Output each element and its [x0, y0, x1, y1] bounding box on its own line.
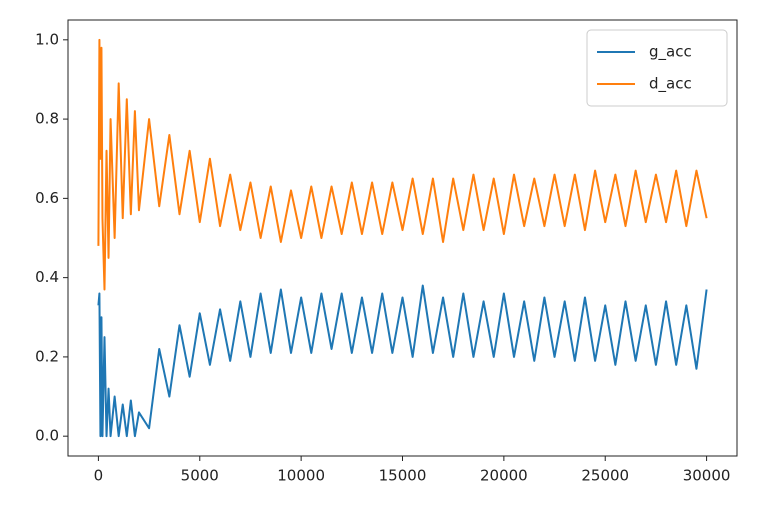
x-tick-label: 20000: [480, 467, 528, 485]
data-line: [97, 284, 708, 438]
x-tick-label: 0: [94, 467, 104, 485]
x-tick-label: 10000: [277, 467, 325, 485]
data-line: [97, 38, 708, 291]
axes-frame: [67, 19, 738, 457]
x-tick-label: 25000: [581, 467, 629, 485]
x-tick-label: 5000: [181, 467, 219, 485]
y-tick-label: 1.0: [35, 30, 59, 48]
legend-box: [586, 29, 728, 107]
y-tick-label: 0.2: [35, 347, 59, 365]
legend-label: d_acc: [649, 75, 692, 94]
x-tick-label: 30000: [683, 467, 731, 485]
x-tick-label: 15000: [379, 467, 427, 485]
y-tick-label: 0.8: [35, 110, 59, 128]
y-tick-label: 0.0: [35, 427, 59, 445]
y-tick-label: 0.4: [35, 268, 59, 286]
y-tick-label: 0.6: [35, 189, 59, 207]
legend-label: g_acc: [649, 43, 692, 62]
